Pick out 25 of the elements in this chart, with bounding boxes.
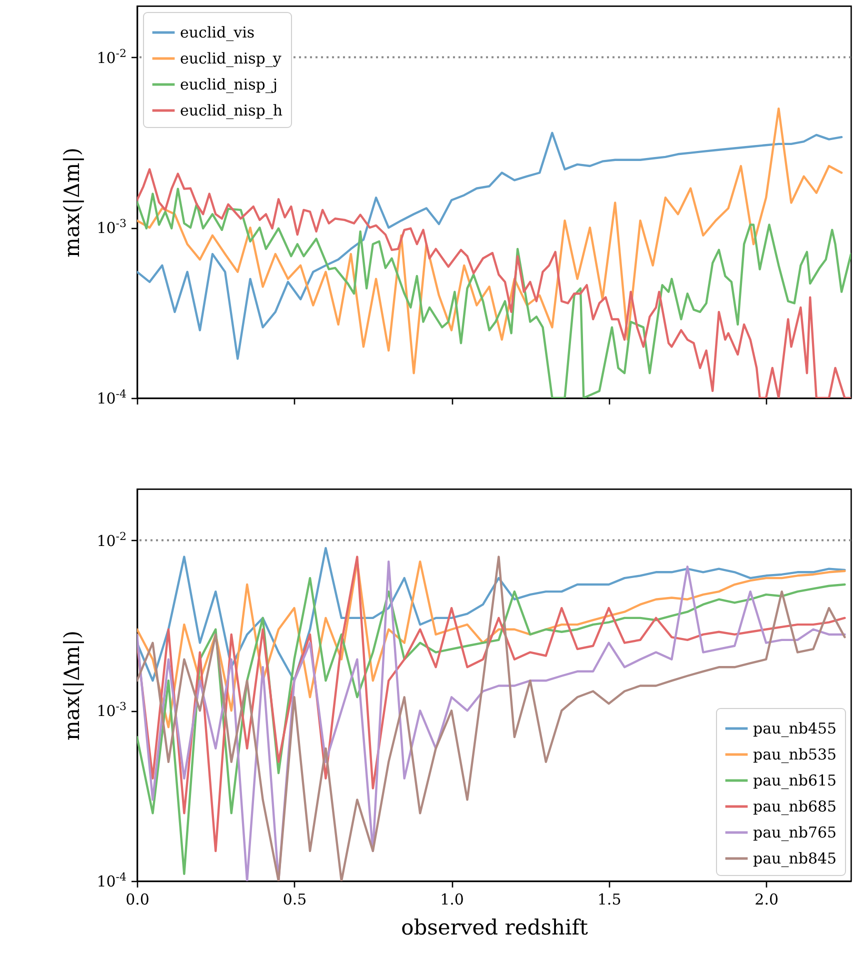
x-axis-title: observed redshift — [401, 916, 588, 940]
legend-label: euclid_nisp_h — [180, 102, 283, 120]
x-tick-label: 1.5 — [597, 890, 622, 908]
legend-label: euclid_vis — [180, 24, 255, 42]
y-tick-label: 10$^{-3}$ — [96, 700, 126, 720]
legend-label: pau_nb455 — [753, 720, 837, 738]
legend-label: euclid_nisp_j — [180, 76, 278, 94]
legend-label: pau_nb765 — [753, 824, 837, 842]
y-tick-label: 10$^{-4}$ — [96, 387, 126, 408]
x-tick-label: 1.0 — [440, 890, 464, 908]
line-series — [137, 546, 846, 682]
y-axis-title: max(|Δm|) — [60, 630, 84, 740]
legend-label: pau_nb615 — [753, 772, 837, 790]
y-axis-title: max(|Δm|) — [60, 148, 84, 258]
y-tick-label: 10$^{-2}$ — [96, 529, 126, 550]
legend-label: pau_nb535 — [753, 746, 837, 764]
legend-label: euclid_nisp_y — [180, 50, 282, 68]
legend-label: pau_nb845 — [753, 850, 837, 868]
legend-label: pau_nb685 — [753, 798, 837, 816]
y-tick-label: 10$^{-3}$ — [96, 216, 126, 238]
y-tick-label: 10$^{-2}$ — [96, 46, 126, 67]
x-tick-label: 0.0 — [126, 890, 150, 908]
y-tick-label: 10$^{-4}$ — [96, 870, 126, 890]
x-tick-label: 0.5 — [282, 890, 307, 908]
x-tick-label: 2.0 — [754, 890, 779, 908]
